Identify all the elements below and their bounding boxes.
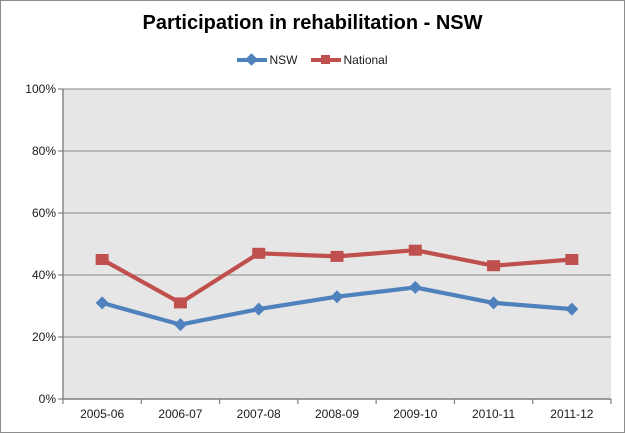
- x-tick-label: 2010-11: [471, 407, 516, 421]
- y-tick-label: 80%: [31, 143, 56, 158]
- data-point-nsw: [487, 296, 501, 310]
- data-point-national: [565, 254, 579, 265]
- data-point-nsw: [252, 302, 266, 316]
- data-point-nsw: [565, 302, 579, 316]
- plot-series-canvas: [58, 88, 612, 404]
- x-tick-label: 2007-08: [236, 407, 281, 421]
- data-point-national: [487, 260, 501, 272]
- data-point-national: [173, 297, 187, 309]
- diamond-marker-icon: [237, 53, 268, 66]
- x-tick-label: 2011-12: [550, 407, 594, 421]
- legend-item-nsw: NSW: [237, 53, 297, 67]
- data-point-nsw: [408, 280, 422, 294]
- legend-label: NSW: [269, 53, 298, 67]
- data-point-nsw: [95, 296, 109, 310]
- y-tick-label: 20%: [31, 329, 56, 344]
- y-tick-label: 100%: [25, 81, 56, 96]
- data-point-nsw: [330, 290, 344, 304]
- chart-title: Participation in rehabilitation - NSW: [142, 12, 483, 34]
- square-marker-icon: [311, 54, 342, 66]
- x-tick-label: 2009-10: [393, 407, 438, 421]
- data-point-national: [330, 250, 344, 262]
- x-tick-label: 2008-09: [314, 407, 360, 421]
- data-point-national: [95, 254, 109, 265]
- legend-item-national: National: [311, 53, 388, 67]
- legend-label: National: [343, 53, 388, 67]
- x-tick-label: 2006-07: [158, 407, 203, 421]
- data-point-national: [252, 247, 266, 259]
- data-point-nsw: [173, 318, 187, 332]
- y-tick-label: 0%: [38, 391, 56, 406]
- y-tick-label: 60%: [31, 205, 56, 220]
- plot-area: [63, 89, 611, 399]
- data-point-national: [408, 244, 422, 256]
- y-tick-label: 40%: [31, 267, 56, 282]
- x-tick-label: 2005-06: [80, 407, 125, 421]
- chart-legend: NSW National: [1, 53, 624, 67]
